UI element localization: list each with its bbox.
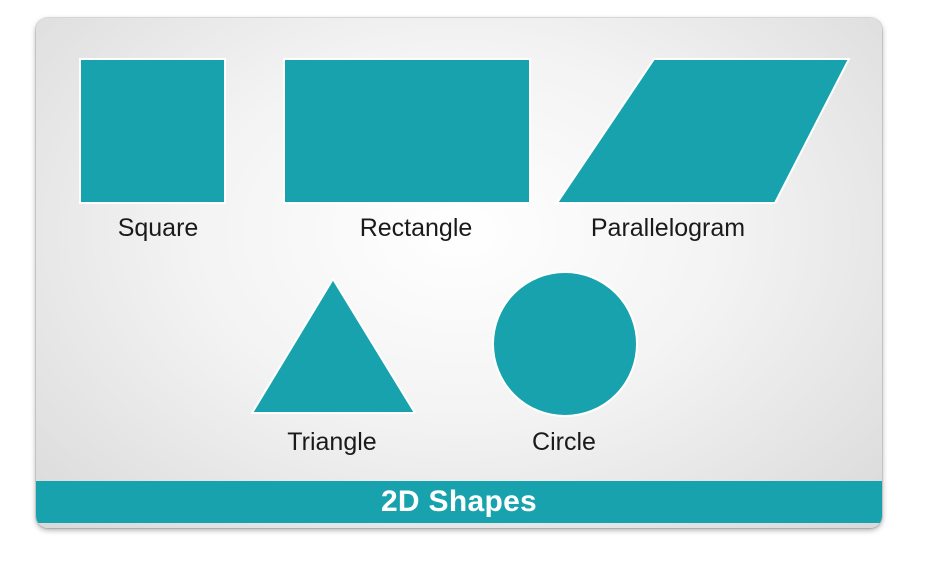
triangle-label: Triangle <box>287 428 377 456</box>
parallelogram-shape <box>555 58 851 204</box>
footer-title: 2D Shapes <box>380 485 538 518</box>
shapes-card: Square Rectangle Parallelogram Triangle … <box>36 18 882 528</box>
rectangle-label: Rectangle <box>359 214 473 242</box>
parallelogram-label: Parallelogram <box>590 214 746 242</box>
circle-shape <box>492 271 638 417</box>
square-shape <box>79 58 226 204</box>
footer-bar: 2D Shapes <box>36 481 882 523</box>
square-label: Square <box>117 214 199 242</box>
rectangle-shape <box>283 58 531 204</box>
circle-label: Circle <box>532 428 596 456</box>
triangle-shape <box>250 277 417 414</box>
shapes-canvas <box>79 58 851 417</box>
